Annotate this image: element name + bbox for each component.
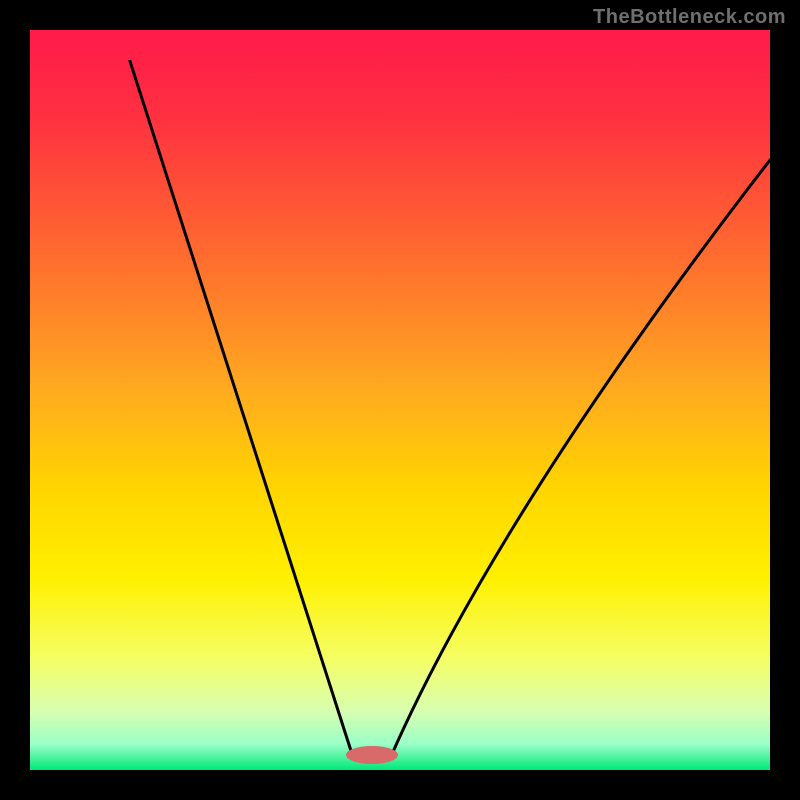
min-marker: [346, 746, 398, 764]
chart-frame: TheBottleneck.com: [0, 0, 800, 800]
chart-svg: [0, 0, 800, 800]
plot-background: [30, 30, 770, 770]
watermark-text: TheBottleneck.com: [593, 6, 786, 29]
